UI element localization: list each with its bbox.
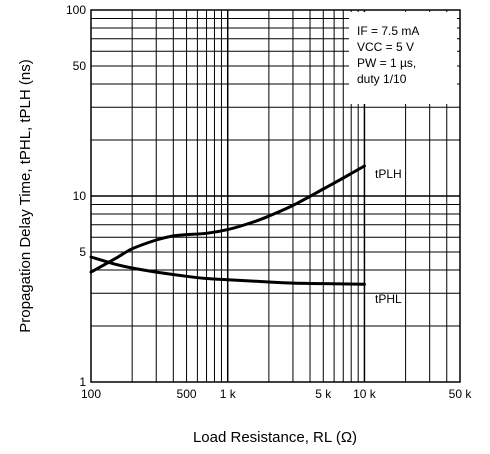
x-tick-label: 50 k — [449, 387, 473, 401]
series-label-tphl: tPHL — [375, 292, 402, 306]
x-tick-label: 100 — [81, 387, 101, 401]
y-tick-label: 10 — [73, 189, 87, 203]
x-tick-label: 10 k — [353, 387, 377, 401]
y-tick-label: 50 — [73, 59, 87, 73]
series-line-tphl — [89, 255, 366, 286]
y-tick-label: 1 — [79, 375, 86, 389]
series-line-tplh — [89, 164, 366, 274]
series-label-tplh: tPLH — [375, 167, 402, 181]
plot-frame — [90, 9, 461, 383]
annotation-line-if: IF = 7.5 mA — [357, 24, 419, 38]
x-tick-label: 1 k — [220, 387, 237, 401]
tick-labels: 100 500 1 k 5 k 10 k 50 k 1 5 10 50 100 — [66, 3, 472, 401]
annotation-line-vcc: VCC = 5 V — [357, 40, 414, 54]
annotation-line-pw: PW = 1 µs, — [357, 56, 416, 70]
y-axis-label: Propagation Delay Time, tPHL, tPLH (ns) — [17, 59, 34, 332]
y-tick-label: 5 — [79, 245, 86, 259]
x-axis-label: Load Resistance, RL (Ω) — [193, 429, 357, 446]
x-tick-label: 500 — [177, 387, 197, 401]
annotation: IF = 7.5 mA VCC = 5 V PW = 1 µs, duty 1/… — [357, 24, 419, 86]
annotation-box — [349, 12, 457, 104]
x-tick-label: 5 k — [315, 387, 332, 401]
y-tick-label: 100 — [66, 3, 86, 17]
series-group — [89, 164, 366, 286]
annotation-line-duty: duty 1/10 — [357, 72, 407, 86]
